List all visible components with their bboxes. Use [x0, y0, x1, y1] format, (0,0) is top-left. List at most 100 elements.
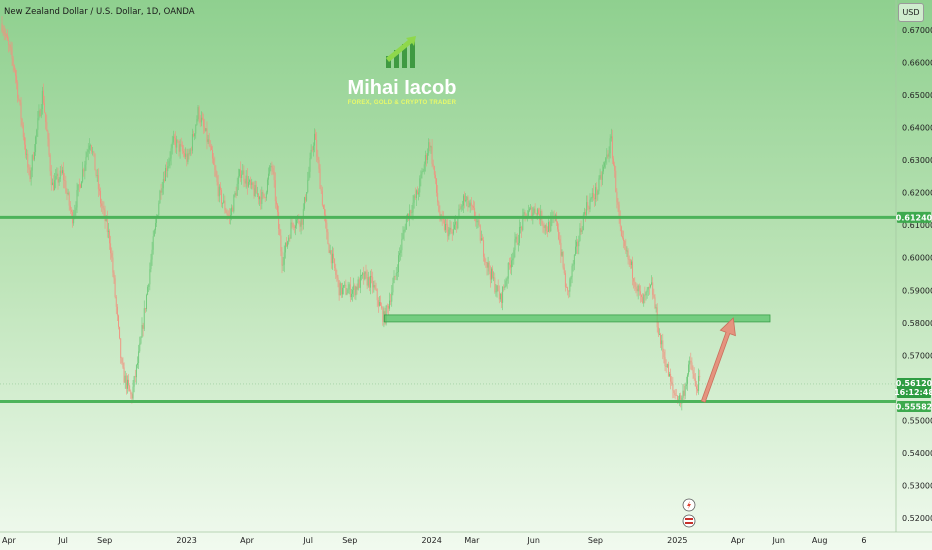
- brand-tagline: FOREX, GOLD & CRYPTO TRADER: [348, 100, 457, 106]
- candle-body: [436, 178, 438, 193]
- candle-body: [205, 128, 207, 131]
- candle-body: [577, 241, 579, 247]
- candle-body: [639, 291, 641, 295]
- candle-body: [241, 174, 243, 178]
- candle-body: [529, 208, 530, 211]
- candle-body: [272, 167, 274, 172]
- candle-body: [398, 255, 399, 273]
- candle-body: [570, 277, 572, 280]
- candle-body: [501, 293, 502, 303]
- candle-body: [343, 285, 345, 288]
- candle-body: [606, 154, 608, 159]
- candle-body: [578, 240, 580, 247]
- candle-body: [263, 193, 265, 198]
- candle-body: [66, 192, 68, 194]
- candle-body: [317, 156, 319, 160]
- candle-body: [352, 290, 354, 294]
- candle-body: [219, 186, 221, 191]
- candle-body: [148, 284, 150, 287]
- candle-body: [461, 205, 463, 207]
- candle-body: [506, 278, 508, 281]
- candle-body: [209, 145, 211, 147]
- x-tick-label: 2024: [421, 536, 441, 545]
- y-tick-label: 0.61000: [902, 221, 932, 230]
- candle-body: [170, 148, 172, 159]
- candle-body: [628, 259, 630, 261]
- candle-body: [429, 142, 431, 148]
- candle-body: [41, 90, 43, 109]
- currency-button[interactable]: USD: [898, 3, 924, 22]
- candle-body: [185, 153, 187, 157]
- candle-body: [57, 173, 59, 183]
- candle-body: [496, 285, 498, 292]
- candle-body: [424, 155, 426, 165]
- support-price-label-text: 0.55582: [896, 402, 932, 411]
- candle-body: [366, 273, 368, 286]
- resistance-zone[interactable]: [383, 314, 771, 323]
- candle-body: [86, 152, 88, 157]
- candle-body: [222, 202, 224, 204]
- last-price-text: 0.56120: [896, 379, 932, 388]
- candle-body: [383, 311, 385, 323]
- candle-body: [340, 283, 342, 295]
- candle-body: [316, 139, 318, 157]
- candle-body: [16, 75, 18, 83]
- candle-body: [286, 242, 287, 247]
- candle-body: [242, 170, 244, 175]
- chart-title: New Zealand Dollar / U.S. Dollar, 1D, OA…: [4, 7, 195, 17]
- candle-body: [531, 207, 533, 219]
- candle-body: [423, 164, 425, 172]
- candle-body: [176, 139, 178, 148]
- candle-body: [315, 133, 317, 140]
- candle-body: [426, 155, 427, 161]
- candle-body: [338, 280, 340, 296]
- candle-body: [206, 128, 208, 142]
- candle-body: [131, 394, 133, 399]
- candle-body: [359, 275, 361, 288]
- candle-body: [233, 195, 235, 212]
- candle-body: [377, 300, 379, 306]
- candle-body: [200, 117, 202, 123]
- candle-body: [522, 215, 524, 231]
- candle-body: [291, 222, 293, 224]
- candle-body: [428, 142, 430, 154]
- candle-body: [245, 175, 247, 184]
- candle-body: [563, 267, 565, 274]
- candle-body: [129, 385, 131, 392]
- candle-body: [190, 149, 192, 151]
- candle-body: [149, 269, 151, 285]
- candle-body: [693, 373, 695, 379]
- candle-body: [622, 236, 623, 238]
- y-tick-label: 0.63000: [902, 156, 932, 165]
- candle-body: [452, 229, 454, 234]
- candle-body: [221, 190, 222, 204]
- candle-body: [50, 171, 52, 186]
- candle-body: [534, 208, 536, 214]
- candle-body: [196, 119, 198, 125]
- candle-body: [468, 206, 470, 208]
- candle-body: [172, 136, 174, 143]
- candle-body: [11, 49, 13, 59]
- candle-body: [236, 183, 238, 196]
- candle-body: [625, 245, 627, 252]
- candle-body: [380, 302, 382, 306]
- candle-body: [271, 166, 273, 168]
- candle-body: [617, 202, 619, 205]
- candle-body: [254, 185, 256, 197]
- x-tick-label: Sep: [97, 536, 112, 545]
- candle-body: [513, 250, 515, 259]
- candle-body: [309, 158, 311, 172]
- candle-body: [503, 286, 505, 288]
- candle-body: [514, 239, 516, 251]
- candle-body: [559, 239, 561, 243]
- candle-body: [442, 218, 444, 221]
- candle-body: [549, 222, 551, 232]
- candle-body: [110, 243, 112, 254]
- candle-body: [132, 386, 134, 399]
- candle-body: [91, 145, 93, 152]
- candle-body: [107, 230, 109, 232]
- candle-body: [569, 279, 571, 292]
- candle-body: [224, 200, 226, 211]
- candle-body: [251, 182, 253, 185]
